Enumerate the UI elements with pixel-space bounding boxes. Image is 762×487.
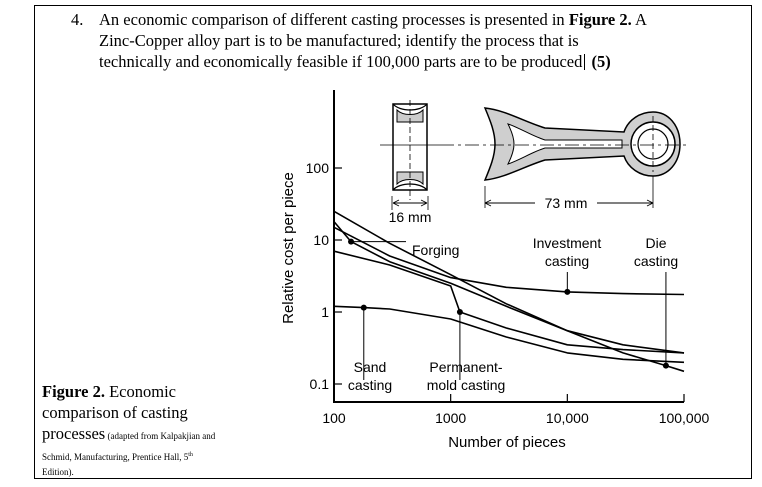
- series-layer: [333, 210, 685, 373]
- series-label-die-casting: Die: [645, 235, 666, 251]
- caption-line-3: processes (adapted from Kalpakjian and: [42, 423, 272, 447]
- dimension-73mm: 73 mm: [545, 195, 588, 211]
- part-side-view-drawing: 16 mm: [380, 100, 440, 225]
- series-label-investment-casting: casting: [545, 253, 589, 269]
- question-marks: (5): [591, 52, 611, 71]
- caption-text: Economic: [104, 382, 176, 401]
- series-label-sand-casting: casting: [348, 377, 392, 393]
- anchor-point-permanent-mold-casting: [456, 309, 463, 315]
- series-label-die-casting: casting: [634, 253, 678, 269]
- series-line-investment-casting: [333, 226, 685, 296]
- x-tick-label: 100,000: [659, 410, 710, 426]
- dimension-16mm: 16 mm: [389, 209, 432, 225]
- question-line-1: An economic comparison of different cast…: [99, 10, 647, 30]
- y-tick-label: 100: [306, 160, 330, 176]
- caption-text: processes: [42, 424, 106, 443]
- question-text: technically and economically feasible if…: [99, 52, 583, 71]
- caption-superscript: th: [188, 452, 193, 458]
- caption-source: (adapted from Kalpakjian and: [105, 431, 216, 441]
- question-line-2: Zinc-Copper alloy part is to be manufact…: [99, 31, 579, 50]
- caption-label: Figure 2.: [42, 382, 105, 401]
- question-text: A: [631, 10, 647, 29]
- series-line-forging: [333, 221, 685, 354]
- anchor-point-investment-casting: [564, 288, 571, 295]
- series-line-sand-casting: [333, 305, 685, 364]
- x-tick-label: 100: [322, 410, 346, 426]
- question-number: 4.: [71, 10, 84, 29]
- anchor-point-die-casting: [662, 362, 669, 369]
- caption-line-1: Figure 2. Economic: [42, 381, 272, 402]
- anchor-point-sand-casting: [360, 304, 367, 311]
- question-line-3: technically and economically feasible if…: [99, 52, 611, 72]
- x-tick-label: 1000: [435, 410, 466, 426]
- anchor-point-forging: [348, 238, 355, 245]
- caption-source: Schmid, Manufacturing, Prentice Hall, 5: [42, 452, 189, 462]
- series-label-investment-casting: Investment: [533, 235, 602, 251]
- figure-caption: Figure 2. Economic comparison of casting…: [42, 381, 272, 479]
- y-axis-title: Relative cost per piece: [280, 172, 297, 324]
- y-tick-label: 0.1: [310, 376, 330, 392]
- question-text: An economic comparison of different cast…: [99, 10, 569, 29]
- caption-source-line-3: Edition).: [42, 467, 74, 477]
- x-tick-label: 10,000: [546, 410, 589, 426]
- series-label-sand-casting: Sand: [354, 359, 387, 375]
- caption-line-2: comparison of casting: [42, 403, 188, 422]
- caption-source-line-2: Schmid, Manufacturing, Prentice Hall, 5t…: [42, 449, 272, 464]
- series-label-permanent-mold-casting: Permanent-: [429, 359, 502, 375]
- series-line-permanent-mold-casting: [333, 250, 685, 354]
- figure-reference: Figure 2.: [568, 10, 632, 29]
- x-axis-title: Number of pieces: [448, 434, 566, 451]
- series-label-permanent-mold-casting: mold casting: [427, 377, 506, 393]
- series-labels: Forging Investment casting Die casting Sand ca…: [348, 235, 678, 393]
- text-cursor: [584, 54, 586, 70]
- y-tick-label: 1: [321, 304, 329, 320]
- series-line-die-casting: [333, 210, 685, 373]
- series-label-forging: Forging: [412, 242, 459, 258]
- axis-ticks: 100 10 1 0.1 100 1000 10,000 100,000: [306, 160, 710, 426]
- y-tick-label: 10: [313, 232, 329, 248]
- part-top-view-drawing: 73 mm: [440, 107, 690, 211]
